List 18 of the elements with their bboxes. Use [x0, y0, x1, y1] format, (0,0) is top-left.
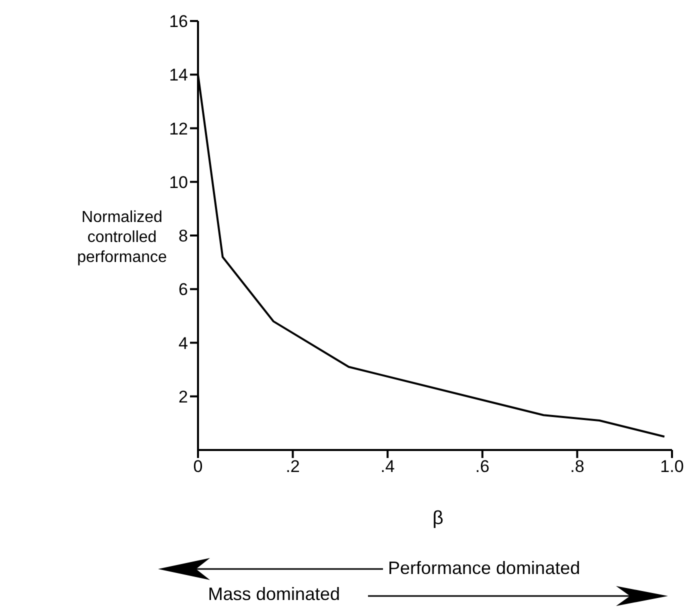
x-tick-label: 0 — [193, 457, 203, 476]
y-tick-label: 10 — [169, 172, 188, 192]
x-tick-label: .6 — [475, 457, 490, 476]
x-tick-label: .4 — [380, 457, 395, 476]
y-tick-label: 6 — [178, 280, 188, 300]
y-axis-title: Normalized controlled performance — [76, 208, 168, 268]
y-tick-label: 8 — [178, 226, 188, 246]
x-tick-label: .8 — [570, 457, 584, 476]
y-tick-label: 2 — [178, 387, 188, 406]
y-tick-label: 16 — [169, 12, 188, 32]
y-tick-label: 14 — [169, 66, 188, 85]
x-axis-title: β — [432, 508, 444, 530]
x-tick-label: 1.0 — [660, 457, 684, 476]
x-tick-label: .2 — [286, 457, 300, 476]
text: Mass dominated — [208, 584, 340, 605]
text: Performance dominated — [388, 558, 580, 579]
y-tick-label: 12 — [169, 119, 188, 138]
y-tick-label: 4 — [178, 334, 188, 353]
